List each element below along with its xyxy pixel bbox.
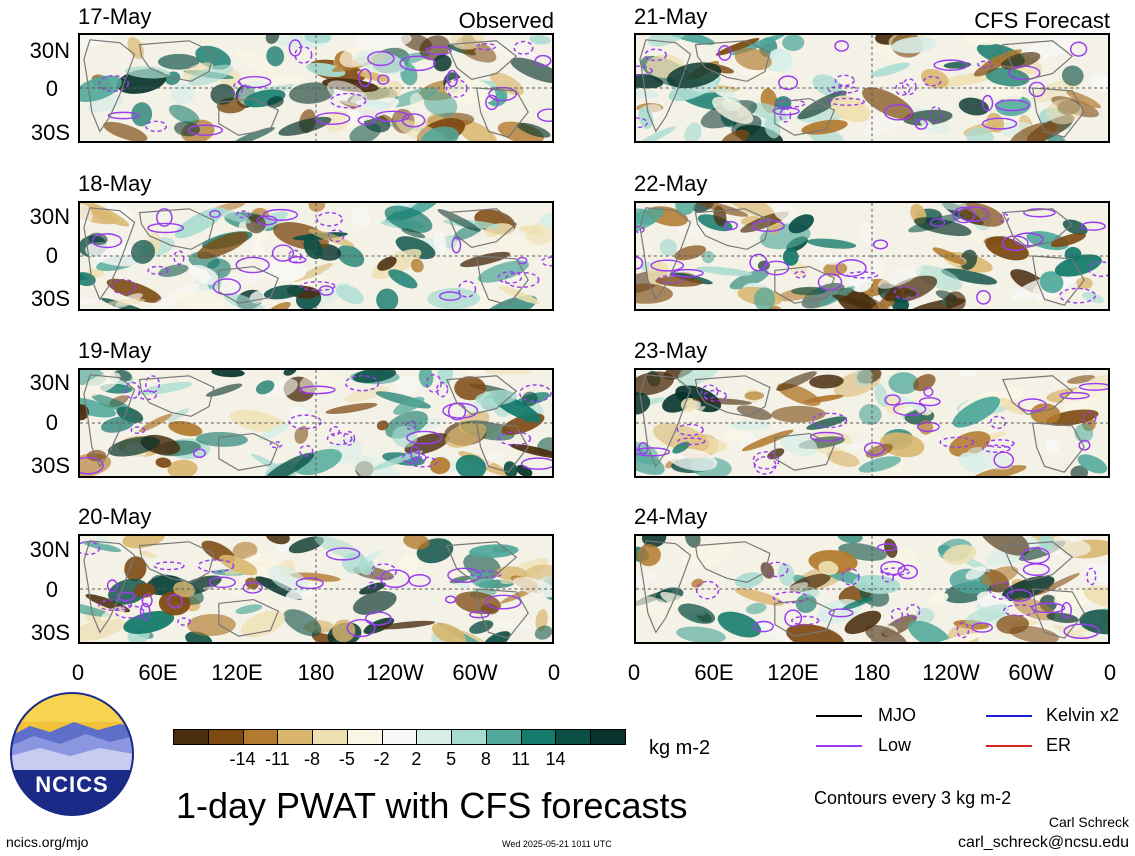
legend-label: Kelvin x2: [1046, 705, 1120, 725]
lon-label: 60E: [138, 660, 178, 685]
panel-date: 21-May: [634, 4, 708, 29]
lat-label: 30N: [29, 38, 70, 63]
legend-label: MJO: [878, 705, 916, 725]
lat-label: 30S: [30, 620, 70, 645]
map-panel: [78, 534, 554, 644]
lat-label: 0: [45, 410, 58, 435]
map-panel: [78, 201, 554, 311]
lon-label: 60E: [694, 660, 734, 685]
colorbar-tick-label: -8: [304, 749, 321, 769]
colorbar-tick-label: -5: [338, 749, 355, 769]
colorbar-swatch: [590, 729, 626, 745]
lon-label: 0: [627, 660, 641, 685]
lon-label: 120W: [922, 660, 980, 685]
colorbar-tick-label: -14: [229, 749, 256, 769]
timestamp: Wed 2025-05-21 1011 UTC: [502, 839, 612, 849]
lon-label: 0: [71, 660, 85, 685]
map-panel: [78, 368, 554, 478]
panel-date: 17-May: [78, 4, 152, 29]
lon-label: 60W: [1008, 660, 1054, 685]
colorbar-tick-label: -11: [264, 749, 290, 769]
colorbar-boxes: [173, 729, 626, 745]
colorbar-tick-label: 8: [480, 749, 491, 769]
colorbar-swatch: [346, 729, 383, 745]
colorbar-tick-label: 5: [446, 749, 457, 769]
colorbar-swatch: [381, 729, 418, 745]
colorbar-swatch: [485, 729, 522, 745]
map-panel: [634, 33, 1110, 143]
colorbar-tick-label: -2: [373, 749, 390, 769]
legend-label: ER: [1046, 735, 1072, 755]
map-panel: [634, 201, 1110, 311]
map-panel: [634, 534, 1110, 644]
lat-label: 30S: [30, 286, 70, 311]
lon-label: 0: [1103, 660, 1117, 685]
colorbar-swatch: [207, 729, 244, 745]
author-email: carl_schreck@ncsu.edu: [958, 834, 1129, 851]
source-url: ncics.org/mjo: [6, 834, 89, 850]
legend-line-er: [986, 745, 1032, 747]
colorbar-swatch: [416, 729, 453, 745]
lon-label: 0: [547, 660, 561, 685]
colorbar-units: kg m-2: [649, 737, 711, 759]
colorbar-tick-label: 14: [545, 749, 566, 769]
ncics-logo: NCICS: [10, 692, 134, 816]
main-title: 1-day PWAT with CFS forecasts: [176, 785, 688, 826]
panel-date: 23-May: [634, 338, 708, 363]
lat-label: 0: [45, 243, 58, 268]
lat-label: 30N: [29, 370, 70, 395]
lon-label: 120E: [211, 660, 263, 685]
colorbar-swatch: [312, 729, 348, 745]
panel-date: 18-May: [78, 171, 152, 196]
lat-label: 0: [45, 76, 58, 101]
legend-line-kelvin: [986, 715, 1032, 717]
colorbar-swatch: [173, 729, 209, 745]
lon-label: 60W: [452, 660, 498, 685]
lat-label: 30S: [30, 453, 70, 478]
logo-text: NCICS: [35, 772, 109, 797]
panel-tag: Observed: [458, 8, 554, 33]
legend-line-low: [816, 745, 862, 747]
lon-label: 180: [853, 660, 891, 685]
lon-label: 120W: [366, 660, 424, 685]
lat-label: 30N: [29, 204, 70, 229]
colorbar-swatch: [277, 729, 314, 745]
contours-note: Contours every 3 kg m-2: [814, 788, 1012, 808]
lon-label: 120E: [767, 660, 819, 685]
legend-label: Low: [878, 735, 912, 755]
colorbar-tick-label: 11: [511, 749, 531, 769]
panel-date: 20-May: [78, 504, 152, 529]
lat-label: 30N: [29, 537, 70, 562]
colorbar-swatch: [242, 729, 279, 745]
colorbar-swatch: [451, 729, 487, 745]
panel-date: 19-May: [78, 338, 152, 363]
panel-tag: CFS Forecast: [974, 8, 1110, 33]
map-panel: [78, 33, 554, 143]
panel-date: 22-May: [634, 171, 708, 196]
map-panel: [634, 368, 1110, 478]
lat-label: 0: [45, 577, 58, 602]
colorbar-swatch: [520, 729, 557, 745]
panel-date: 24-May: [634, 504, 708, 529]
lon-label: 180: [297, 660, 335, 685]
author: Carl Schreck: [1048, 814, 1129, 830]
colorbar-tick-label: 2: [411, 749, 422, 769]
colorbar-swatch: [555, 729, 592, 745]
lat-label: 30S: [30, 120, 70, 145]
legend-line-mjo: [816, 715, 862, 717]
